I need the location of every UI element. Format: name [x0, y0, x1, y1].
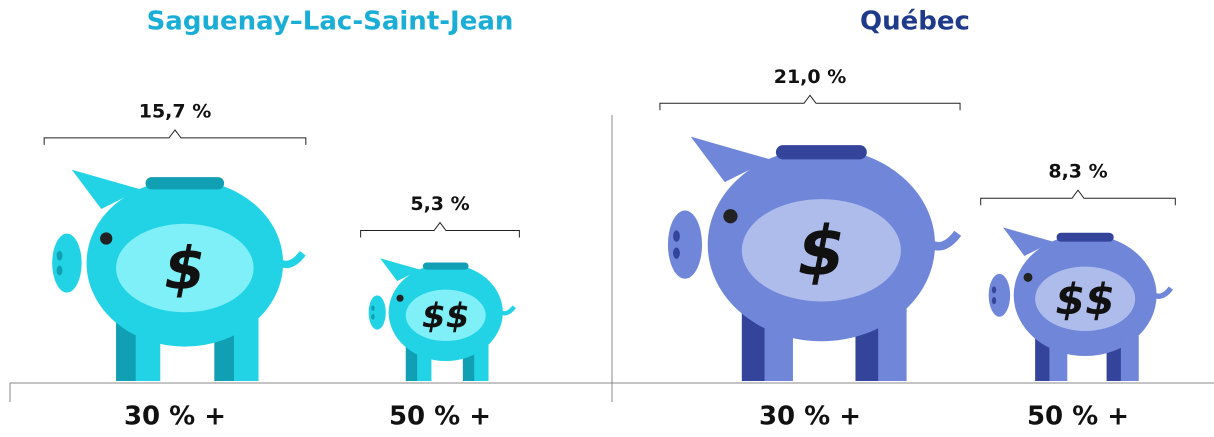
pig-eye [723, 209, 737, 223]
piggy-bank: $ [668, 137, 958, 381]
coin-slot [1057, 233, 1114, 242]
pig-eye [1024, 273, 1033, 282]
pig-nostril [57, 251, 63, 261]
coin-slot [423, 263, 469, 270]
pig-symbol: $ [798, 213, 845, 292]
pig-symbol: $$ [422, 297, 470, 337]
pig-leg [417, 341, 431, 381]
pig-leg [1121, 331, 1139, 381]
category-label: 50 % + [389, 402, 491, 432]
category-label: 30 % + [759, 402, 861, 432]
bracket [981, 190, 1176, 205]
pig-symbol: $$ [1055, 275, 1115, 325]
pig-snout [369, 295, 386, 329]
pig-symbol: $ [164, 234, 205, 303]
pig-nostril [673, 230, 680, 241]
panel-title: Québec [860, 7, 970, 37]
category-label: 50 % + [1027, 402, 1129, 432]
coin-slot [776, 145, 867, 159]
bracket [44, 130, 306, 145]
value-label: 8,3 % [1048, 161, 1107, 183]
pig-leg [765, 301, 793, 381]
pig-leg [1049, 331, 1067, 381]
piggy-bank: $$ [989, 227, 1171, 381]
piggy-bank: $ [52, 170, 303, 381]
pig-nostril [673, 247, 680, 258]
pig-snout [52, 234, 81, 293]
pig-nostril [992, 286, 996, 293]
pig-snout [668, 211, 702, 279]
value-label: 5,3 % [410, 193, 469, 215]
panel-title: Saguenay–Lac-Saint-Jean [147, 7, 514, 37]
pig-nostril [371, 305, 374, 311]
value-label: 21,0 % [774, 66, 847, 88]
category-label: 30 % + [124, 402, 226, 432]
infographic: Saguenay–Lac-Saint-Jean $15,7 % 30 % + $$ 5,… [0, 0, 1214, 437]
pig-leg [878, 301, 906, 381]
pig-eye [100, 232, 112, 244]
pig-eye [396, 295, 403, 302]
bracket [660, 95, 960, 110]
pig-nostril [371, 314, 374, 320]
pig-nostril [57, 266, 63, 276]
coin-slot [146, 177, 225, 189]
pig-nostril [992, 297, 996, 304]
value-label: 15,7 % [139, 100, 212, 122]
pig-leg [234, 312, 259, 381]
pig-leg [136, 312, 161, 381]
pig-snout [989, 274, 1010, 317]
pig-leg [474, 341, 488, 381]
piggy-bank: $$ [369, 258, 515, 381]
bracket [361, 223, 520, 238]
